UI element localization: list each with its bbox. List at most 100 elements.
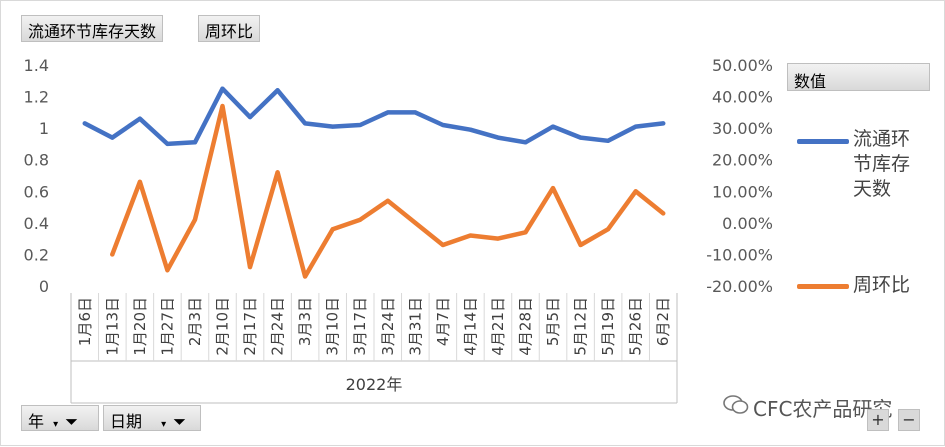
data-point-series2 <box>165 268 170 273</box>
filter-dropdown-icon: ▾ <box>53 419 59 430</box>
data-point-series2 <box>303 274 308 279</box>
data-point-series2 <box>110 252 115 257</box>
y-right-tick-label: 20.00% <box>712 151 773 170</box>
data-point-series2 <box>330 227 335 232</box>
data-point-series2 <box>413 220 418 225</box>
data-point-series2 <box>385 198 390 203</box>
data-point-series1 <box>358 122 363 127</box>
y-right-tick-label: 10.00% <box>712 182 773 201</box>
x-tick-label: 2月3日 <box>186 297 204 346</box>
data-point-series2 <box>358 217 363 222</box>
data-point-series1 <box>578 135 583 140</box>
data-point-series1 <box>82 121 87 126</box>
x-tick-label: 3月3日 <box>296 297 314 346</box>
data-point-series1 <box>468 127 473 132</box>
data-point-series1 <box>606 138 611 143</box>
x-tick-label: 2月24日 <box>269 297 287 356</box>
y-right-tick-label: -10.00% <box>706 245 773 264</box>
y-right-tick-label: 40.00% <box>712 88 773 107</box>
data-point-series2 <box>137 179 142 184</box>
x-tick-label: 2月17日 <box>241 297 259 356</box>
x-tick-label: 5月19日 <box>599 297 617 356</box>
data-point-series2 <box>661 211 666 216</box>
filter-funnel-icon: ⏷ <box>65 412 79 431</box>
filter-dropdown-icon: ▾ <box>161 419 167 430</box>
data-point-series2 <box>220 104 225 109</box>
legend-label-series1: 流通环 节库存 天数 <box>853 127 910 202</box>
data-point-series1 <box>192 140 197 145</box>
x-tick-label: 3月17日 <box>351 297 369 356</box>
x-tick-label: 1月13日 <box>103 297 121 356</box>
x-tick-label: 3月24日 <box>379 297 397 356</box>
x-group-label: 2022年 <box>346 375 403 394</box>
series1-field-button[interactable]: 流通环节库存天数 <box>21 15 164 42</box>
legend-swatch-series2 <box>797 284 849 289</box>
x-tick-label: 3月31日 <box>406 297 424 356</box>
legend-swatch-series1 <box>797 139 849 144</box>
series-line-1 <box>82 86 666 147</box>
data-point-series1 <box>248 115 253 120</box>
y-left-tick-label: 1.4 <box>24 56 49 75</box>
x-tick-label: 3月10日 <box>324 297 342 356</box>
collapse-button[interactable]: − <box>898 409 920 431</box>
data-point-series1 <box>523 140 528 145</box>
data-point-series1 <box>661 121 666 126</box>
expand-button[interactable]: + <box>867 409 889 431</box>
data-point-series1 <box>413 110 418 115</box>
data-point-series2 <box>192 217 197 222</box>
x-tick-label: 4月7日 <box>434 297 452 346</box>
series-line-2 <box>110 103 666 279</box>
date-filter-label: 日期 <box>110 412 143 431</box>
data-point-series1 <box>110 135 115 140</box>
data-point-series1 <box>633 124 638 129</box>
x-tick-label: 5月5日 <box>544 297 562 346</box>
data-point-series1 <box>275 88 280 93</box>
legend-title: 数值 <box>787 63 930 91</box>
x-tick-label: 1月6日 <box>76 297 94 346</box>
series2-field-button[interactable]: 周环比 <box>198 15 261 42</box>
filter-funnel-icon: ⏷ <box>173 412 187 431</box>
y-right-tick-label: 0.00% <box>722 214 773 233</box>
data-point-series2 <box>468 233 473 238</box>
data-point-series1 <box>303 121 308 126</box>
data-point-series2 <box>440 242 445 247</box>
y-right-tick-label: 50.00% <box>712 56 773 75</box>
data-point-series2 <box>275 170 280 175</box>
y-left-tick-label: 0 <box>39 277 49 296</box>
y-left-tick-label: 0.8 <box>24 151 49 170</box>
y-left-tick-label: 1.2 <box>24 88 49 107</box>
legend-label-series1-line1: 流通环 <box>853 128 911 150</box>
x-tick-label: 4月14日 <box>461 297 479 356</box>
data-point-series1 <box>137 116 142 121</box>
y-left-tick-label: 1 <box>39 119 49 138</box>
x-tick-label: 4月21日 <box>489 297 507 356</box>
x-tick-label: 4月28日 <box>517 297 535 356</box>
x-tick-label: 1月27日 <box>158 297 176 356</box>
data-point-series2 <box>633 189 638 194</box>
y-left-tick-label: 0.6 <box>24 182 49 201</box>
data-point-series1 <box>220 86 225 91</box>
date-filter-button[interactable]: 日期 ▾ ⏷ <box>103 405 201 431</box>
x-tick-label: 2月10日 <box>214 297 232 356</box>
x-tick-label: 6月2日 <box>654 297 672 346</box>
data-point-series1 <box>330 124 335 129</box>
data-point-series1 <box>440 122 445 127</box>
x-tick-label: 5月26日 <box>627 297 645 356</box>
y-left-tick-label: 0.4 <box>24 214 49 233</box>
data-point-series2 <box>248 265 253 270</box>
data-point-series1 <box>165 141 170 146</box>
series-lines <box>82 86 666 279</box>
legend-label-series2: 周环比 <box>853 274 911 296</box>
x-tick-label: 1月20日 <box>131 297 149 356</box>
year-filter-button[interactable]: 年 ▾ ⏷ <box>21 405 99 431</box>
legend-label-series1-line3: 天数 <box>853 178 892 200</box>
y-left-tick-label: 0.2 <box>24 245 49 264</box>
wechat-icon <box>723 395 749 414</box>
legend-label-series1-line2: 节库存 <box>853 153 911 175</box>
data-point-series1 <box>495 135 500 140</box>
data-point-series2 <box>578 242 583 247</box>
data-point-series1 <box>551 124 556 129</box>
data-point-series2 <box>495 236 500 241</box>
